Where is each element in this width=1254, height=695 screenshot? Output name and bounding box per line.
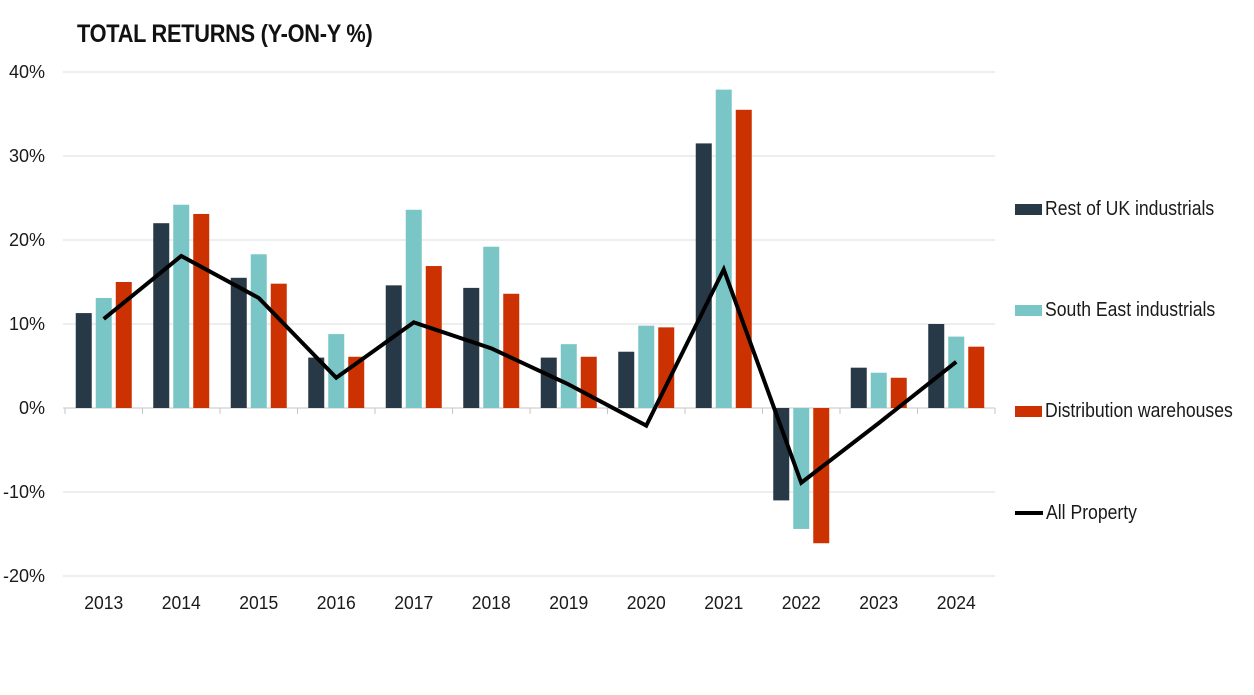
x-tick-label-2017: 2017 (394, 593, 433, 613)
x-tick-label-2018: 2018 (472, 593, 511, 613)
bar-2017-s3 (425, 266, 442, 408)
y-tick-label: -20% (3, 566, 45, 586)
x-tick-label-2019: 2019 (549, 593, 588, 613)
bar-2017-s2 (405, 209, 422, 408)
legend-swatch-all-property (1015, 511, 1043, 515)
x-tick-label-2020: 2020 (627, 593, 666, 613)
bar-2022-s1 (773, 408, 790, 501)
x-axis-labels: 2013 2014 2015 2016 2017 2018 2019 2020 2021 2022… (84, 593, 976, 613)
bar-2022-s3 (813, 408, 830, 544)
bar-2021-s3 (735, 109, 752, 409)
bar-2023-s3 (890, 377, 907, 408)
x-tick-label-2023: 2023 (859, 593, 898, 613)
x-tick-label-2015: 2015 (239, 593, 278, 613)
legend-label: Distribution warehouses (1045, 399, 1233, 422)
legend-swatch-distribution-warehouses (1015, 405, 1042, 417)
legend-swatch-rest-of-uk-industrials (1015, 203, 1042, 215)
legend-item-distribution-warehouses: Distribution warehouses (1015, 399, 1254, 423)
x-tick-label-2021: 2021 (704, 593, 743, 613)
x-tick-label-2016: 2016 (317, 593, 356, 613)
legend-item-south-east-industrials: South East industrials (1015, 298, 1238, 322)
bar-2022-s2 (793, 408, 810, 529)
bar-2023-s2 (870, 372, 887, 408)
y-tick-label: 40% (9, 62, 45, 82)
y-tick-label: 20% (9, 230, 45, 250)
bar-2014-s3 (193, 213, 210, 408)
bar-2015-s2 (250, 254, 267, 408)
bars-group (75, 89, 985, 544)
line-all-property (102, 253, 958, 487)
x-tick-label-2013: 2013 (84, 593, 123, 613)
bar-2024-s2 (948, 336, 965, 408)
bar-2015-s1 (230, 277, 247, 408)
x-tick-label-2024: 2024 (937, 593, 976, 613)
bar-2020-s2 (638, 325, 655, 408)
bar-2013-s3 (115, 282, 132, 408)
bar-2018-s2 (483, 246, 500, 408)
y-tick-label: -10% (3, 482, 45, 502)
bar-2019-s1 (540, 357, 557, 408)
bar-2016-s3 (348, 356, 365, 408)
bar-series-2 (95, 89, 965, 529)
bar-series-1 (75, 143, 945, 501)
bar-2024-s3 (968, 346, 985, 408)
bar-2019-s2 (560, 344, 577, 408)
legend: Rest of UK industrials South East indust… (1015, 0, 1254, 695)
bar-2016-s1 (308, 357, 325, 408)
bar-2020-s3 (658, 327, 675, 408)
bar-2018-s1 (463, 287, 480, 408)
gridlines (63, 71, 995, 577)
bar-2018-s3 (503, 293, 520, 408)
bar-2013-s1 (75, 313, 92, 408)
y-tick-label: 10% (9, 314, 45, 334)
bar-2015-s3 (270, 283, 287, 408)
y-tick-label: 0% (19, 398, 45, 418)
legend-label: All Property (1046, 501, 1137, 524)
x-axis-ticks (64, 408, 996, 414)
chart-title: TOTAL RETURNS (Y-ON-Y %) (77, 20, 373, 48)
y-tick-label: 30% (9, 146, 45, 166)
bar-2021-s1 (695, 143, 712, 408)
bar-2021-s2 (715, 89, 732, 408)
bar-2017-s1 (385, 285, 402, 408)
legend-item-rest-of-uk-industrials: Rest of UK industrials (1015, 197, 1237, 221)
legend-swatch-south-east-industrials (1015, 304, 1042, 316)
bar-2020-s1 (618, 351, 635, 408)
legend-label: South East industrials (1045, 298, 1216, 321)
bar-2023-s1 (850, 367, 867, 408)
bar-2016-s2 (328, 334, 345, 408)
legend-item-all-property: All Property (1015, 501, 1149, 525)
bar-2013-s2 (95, 297, 112, 408)
y-axis-labels: 40% 30% 20% 10% 0% -10% -20% (3, 62, 45, 586)
legend-label: Rest of UK industrials (1045, 197, 1215, 220)
bar-2014-s1 (153, 223, 170, 408)
bar-2014-s2 (173, 204, 190, 408)
bar-2024-s1 (928, 324, 945, 408)
x-tick-label-2022: 2022 (782, 593, 821, 613)
x-tick-label-2014: 2014 (162, 593, 201, 613)
